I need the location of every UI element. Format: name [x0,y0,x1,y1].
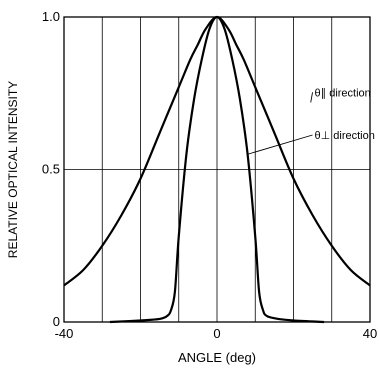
y-tick-label: 0.5 [42,162,60,177]
x-tick-label: 40 [363,326,377,341]
x-axis-label: ANGLE (deg) [178,350,256,365]
annotation-label: θ∥ direction [315,87,371,99]
y-axis-label: RELATIVE OPTICAL INTENSITY [6,81,20,258]
gridlines [64,17,370,322]
annotation-label: θ⊥ direction [315,130,375,142]
y-tick-label: 1.0 [42,9,60,24]
annotation-leader [310,92,313,103]
x-tick-label: -40 [55,326,74,341]
annotations: θ∥ direction θ⊥ direction [247,87,375,155]
annotation-leader [247,134,313,155]
y-tick-label: 0 [53,314,60,329]
x-tick-label: 0 [213,326,220,341]
plot-frame [63,16,371,323]
